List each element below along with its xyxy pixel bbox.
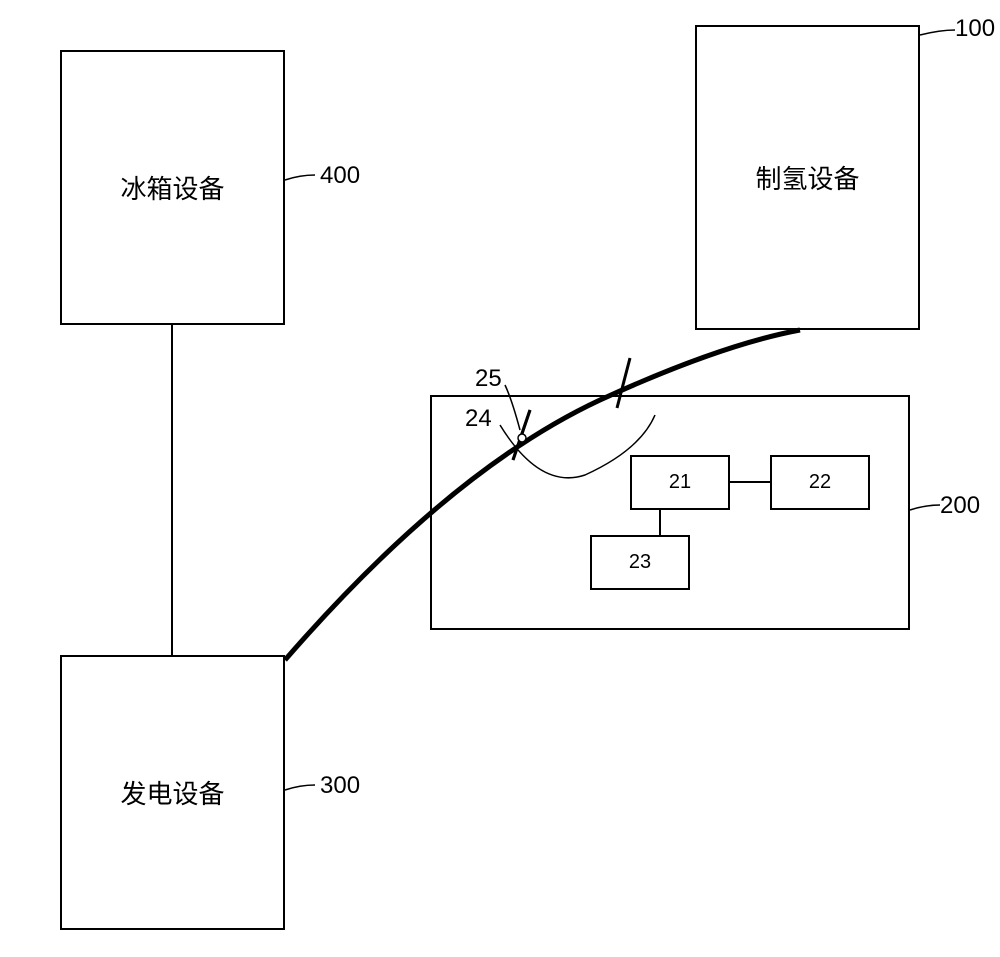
sub-box-22: 22 <box>770 455 870 510</box>
leader-200 <box>910 505 940 510</box>
refrigerator-box: 冰箱设备 <box>60 50 285 325</box>
generator-label: 发电设备 <box>120 774 224 811</box>
refrigerator-label: 冰箱设备 <box>120 169 224 206</box>
sub-21-label: 21 <box>669 471 691 494</box>
hydrogen-box: 制氢设备 <box>695 25 920 330</box>
sub-box-21: 21 <box>630 455 730 510</box>
controller-container-box <box>430 395 910 630</box>
generator-box: 发电设备 <box>60 655 285 930</box>
ref-300: 300 <box>320 772 360 800</box>
ref-100: 100 <box>955 15 995 43</box>
sub-22-label: 22 <box>809 471 831 494</box>
ref-200: 200 <box>940 492 980 520</box>
ref-25: 25 <box>475 365 502 393</box>
hydrogen-label: 制氢设备 <box>755 159 859 196</box>
leader-400 <box>285 175 315 180</box>
ref-24: 24 <box>465 405 492 433</box>
ref-400: 400 <box>320 162 360 190</box>
leader-100 <box>920 30 955 35</box>
leader-300 <box>285 785 315 790</box>
sub-box-23: 23 <box>590 535 690 590</box>
sub-23-label: 23 <box>629 551 651 574</box>
